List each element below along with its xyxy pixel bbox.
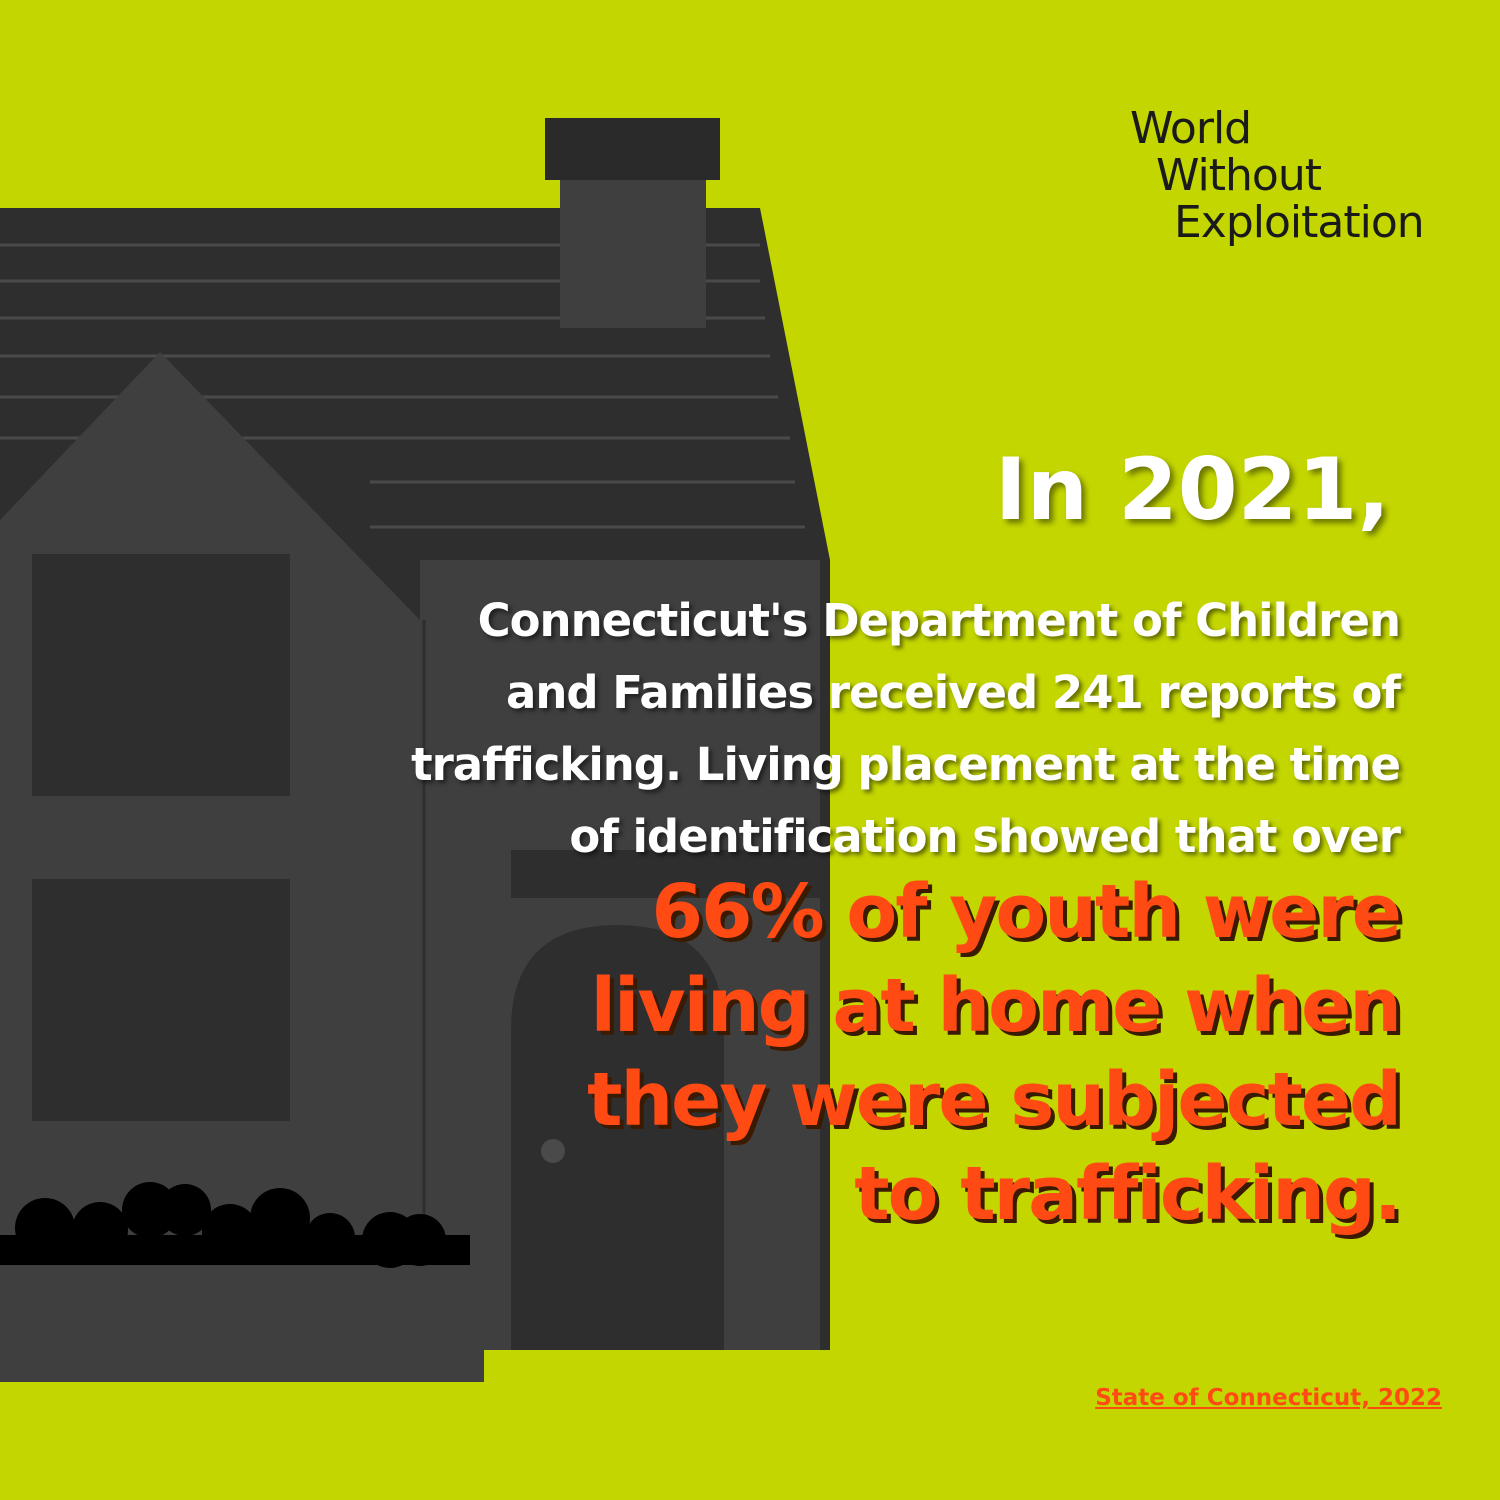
body-line: trafficking. Living placement at the tim… [411, 738, 1401, 791]
brand-line: Exploitation [1174, 197, 1425, 248]
headline: In 2021, [994, 440, 1390, 540]
house-illustration [0, 118, 830, 1382]
body-line: and Families received 241 reports of [505, 666, 1401, 719]
source-link[interactable]: State of Connecticut, 2022 [1095, 1385, 1442, 1411]
brand-line: Without [1156, 150, 1322, 201]
body-line: of identification showed that over [569, 810, 1401, 863]
highlight-line: living at home when [590, 963, 1402, 1049]
brand-logo: World Without Exploitation [1130, 103, 1425, 248]
highlight-line: to trafficking. [854, 1151, 1402, 1237]
highlight-text: 66% of youth were living at home when th… [587, 865, 1402, 1241]
body-line: Connecticut's Department of Children [477, 594, 1401, 647]
highlight-line: 66% of youth were [651, 869, 1402, 955]
highlight-line: they were subjected [587, 1057, 1402, 1143]
brand-line: World [1130, 103, 1252, 154]
body-text: Connecticut's Department of Children and… [411, 585, 1401, 873]
